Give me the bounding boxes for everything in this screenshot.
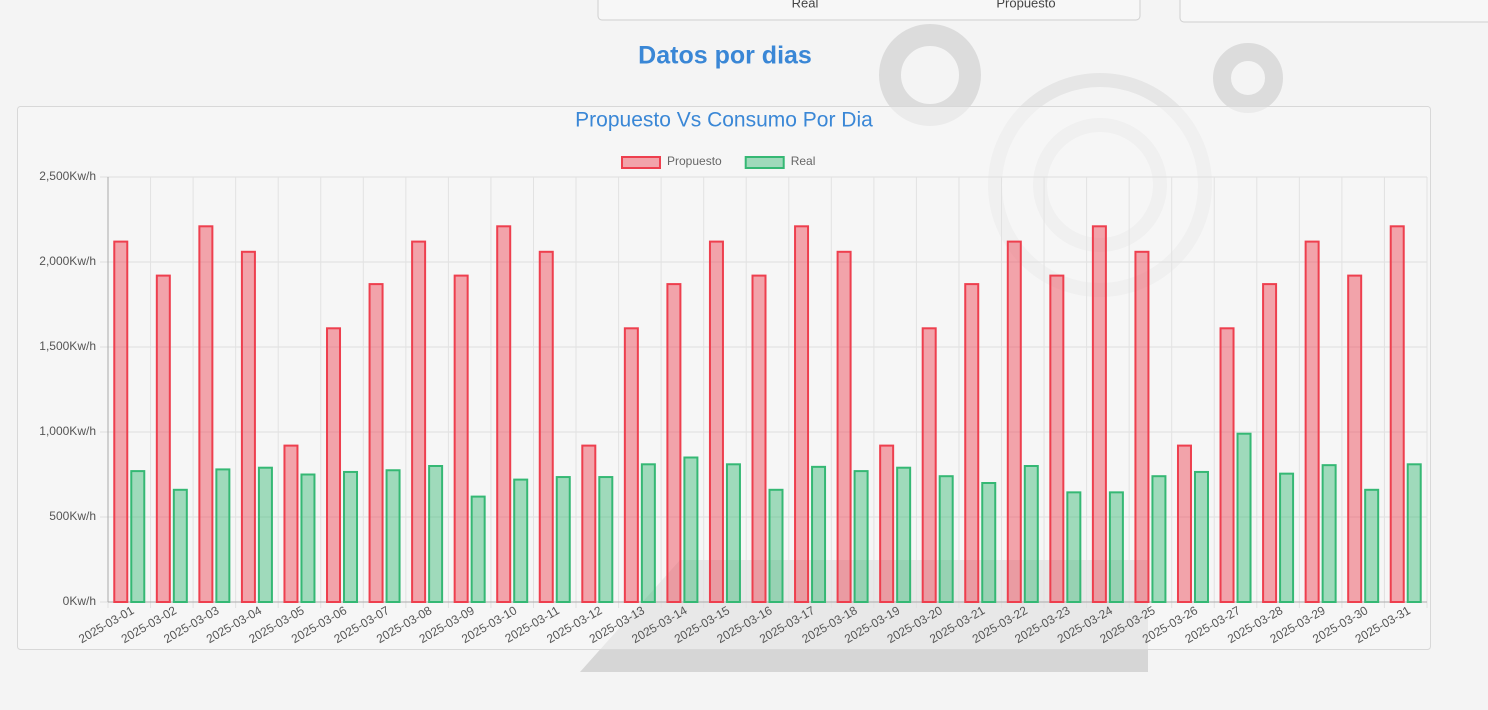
bar — [496, 225, 512, 604]
bar — [1193, 470, 1209, 604]
bar — [623, 327, 639, 603]
bar — [853, 470, 869, 603]
bar — [1066, 491, 1082, 604]
bar — [666, 283, 682, 603]
bar — [538, 250, 554, 604]
legend-label: Real — [791, 154, 816, 168]
bar — [1108, 491, 1124, 604]
bar — [836, 250, 852, 604]
legend-label: Propuesto — [667, 154, 722, 168]
y-tick-label: 2,000Kw/h — [39, 254, 96, 268]
bar — [113, 240, 129, 603]
bar — [794, 225, 810, 604]
bar — [1236, 432, 1252, 604]
bar — [921, 327, 937, 603]
bar — [411, 240, 427, 603]
bar — [300, 473, 316, 603]
bar — [1006, 240, 1022, 603]
bar — [343, 470, 359, 604]
tab-card — [1179, 0, 1488, 23]
chart-card — [17, 106, 1431, 650]
bar — [198, 225, 214, 604]
bar — [1151, 475, 1167, 604]
bar — [964, 283, 980, 603]
legend-swatch — [744, 156, 785, 169]
gear-small — [879, 24, 981, 126]
bar — [725, 463, 741, 603]
bar — [1406, 463, 1422, 603]
bar — [172, 488, 188, 603]
section-title: Datos por dias — [638, 42, 812, 70]
bar — [879, 444, 895, 603]
bar — [470, 495, 486, 604]
bar — [1091, 225, 1107, 604]
bar — [751, 274, 767, 603]
bar — [1049, 274, 1065, 603]
bar — [428, 465, 444, 603]
bar — [1279, 472, 1295, 603]
bar — [1304, 240, 1320, 603]
bar — [640, 463, 656, 603]
bar — [981, 482, 997, 603]
bar — [768, 488, 784, 603]
tab-label[interactable]: Propuesto — [996, 0, 1055, 10]
y-tick-label: 0Kw/h — [63, 594, 96, 608]
bar — [1262, 283, 1278, 603]
bar — [385, 469, 401, 603]
bar — [938, 475, 954, 604]
bar — [1134, 250, 1150, 604]
bar — [130, 470, 146, 603]
bar — [581, 444, 597, 603]
bar — [283, 444, 299, 603]
bar — [513, 478, 529, 604]
bar — [368, 283, 384, 603]
bar — [1364, 488, 1380, 603]
bar — [1219, 327, 1235, 603]
tab-label[interactable]: Real — [792, 0, 819, 10]
bar — [155, 274, 171, 603]
bar — [1023, 465, 1039, 603]
bar — [1347, 274, 1363, 603]
bar — [1176, 444, 1192, 603]
bar — [215, 468, 231, 603]
chart-title: Propuesto Vs Consumo Por Dia — [575, 109, 873, 132]
bar — [683, 456, 699, 603]
bar — [811, 465, 827, 603]
bar — [326, 327, 342, 603]
y-tick-label: 1,000Kw/h — [39, 424, 96, 438]
bar — [598, 476, 614, 603]
bar — [257, 466, 273, 604]
bar — [240, 250, 256, 604]
tab-card — [597, 0, 1141, 21]
y-tick-label: 2,500Kw/h — [39, 169, 96, 183]
legend-swatch — [621, 156, 661, 169]
gear-small — [1213, 43, 1283, 113]
bar — [453, 274, 469, 603]
y-tick-label: 500Kw/h — [49, 509, 96, 523]
bar — [896, 466, 912, 604]
bar — [1321, 464, 1337, 603]
y-tick-label: 1,500Kw/h — [39, 339, 96, 353]
bar — [708, 240, 724, 603]
bar — [555, 476, 571, 603]
bar — [1389, 225, 1405, 604]
